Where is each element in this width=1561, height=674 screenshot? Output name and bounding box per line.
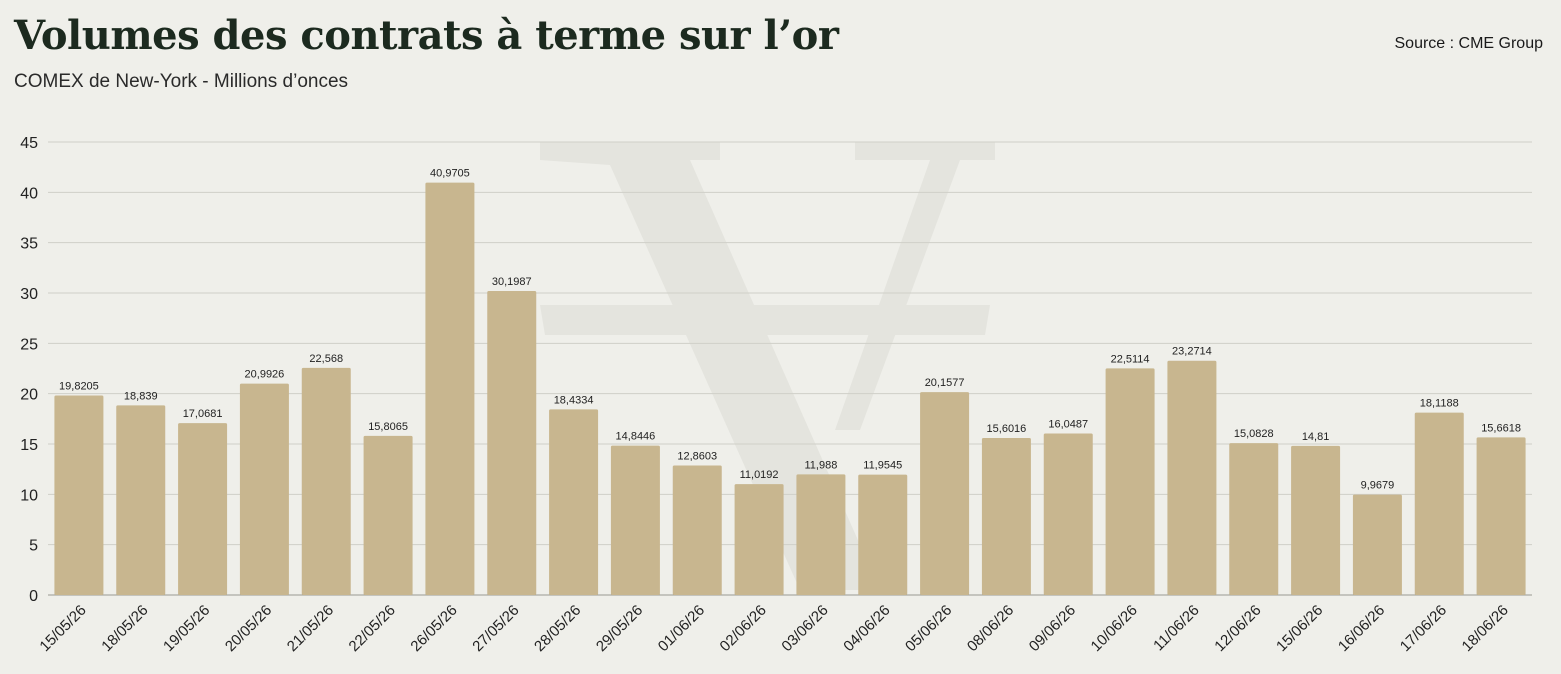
x-tick-label: 26/05/26 <box>407 602 460 655</box>
x-tick-label: 27/05/26 <box>469 602 522 655</box>
x-tick-label: 28/05/26 <box>531 602 584 655</box>
y-tick-label: 25 <box>20 336 38 353</box>
x-tick-label: 18/05/26 <box>98 602 151 655</box>
x-tick-label: 19/05/26 <box>160 602 213 655</box>
data-label: 22,5114 <box>1111 353 1150 365</box>
y-tick-label: 5 <box>29 538 38 555</box>
data-label: 12,8603 <box>677 451 717 463</box>
x-tick-label: 16/06/26 <box>1335 602 1388 655</box>
x-tick-label: 22/05/26 <box>346 602 399 655</box>
bar <box>549 409 599 595</box>
x-tick-label: 05/06/26 <box>902 602 955 655</box>
bar <box>1167 360 1217 595</box>
bar <box>734 484 784 595</box>
x-tick-label: 12/06/26 <box>1211 602 1264 655</box>
bar <box>116 405 166 595</box>
bar <box>920 392 970 595</box>
bar <box>981 437 1031 595</box>
bar <box>487 290 537 595</box>
data-label: 23,2714 <box>1172 346 1212 358</box>
bar <box>239 383 289 595</box>
bar <box>1229 443 1279 595</box>
x-tick-label: 08/06/26 <box>964 602 1017 655</box>
y-tick-label: 40 <box>20 185 38 202</box>
x-tick-label: 18/06/26 <box>1459 602 1512 655</box>
x-tick-label: 15/05/26 <box>36 602 89 655</box>
bar <box>1352 494 1402 595</box>
x-tick-label: 01/06/26 <box>655 602 708 655</box>
x-tick-label: 20/05/26 <box>222 602 275 655</box>
data-label: 18,1188 <box>1420 398 1459 410</box>
bar <box>54 395 104 595</box>
bar <box>301 367 351 595</box>
watermark-shape-right <box>835 142 995 430</box>
data-label: 18,4334 <box>554 394 594 406</box>
data-label: 20,1577 <box>925 377 965 389</box>
data-label: 11,0192 <box>740 469 779 481</box>
gridlines <box>48 141 1532 596</box>
data-label: 14,8446 <box>616 431 656 443</box>
x-tick-label: 21/05/26 <box>284 602 337 655</box>
x-tick-label: 02/06/26 <box>717 602 770 655</box>
data-label: 22,568 <box>309 353 343 365</box>
bar <box>858 474 908 595</box>
chart-title: Volumes des contrats à terme sur l’or <box>14 12 839 59</box>
bar <box>1414 412 1464 595</box>
x-tick-label: 11/06/26 <box>1150 602 1203 655</box>
y-tick-label: 20 <box>20 387 38 404</box>
data-label: 16,0487 <box>1048 418 1088 430</box>
x-tick-label: 04/06/26 <box>840 602 893 655</box>
y-tick-label: 35 <box>20 236 38 253</box>
data-label: 11,988 <box>805 459 838 471</box>
bar <box>425 182 475 595</box>
bar <box>363 435 413 595</box>
data-label: 17,0681 <box>183 408 223 420</box>
bar <box>796 474 846 595</box>
y-tick-label: 10 <box>20 487 38 504</box>
y-tick-label: 45 <box>20 135 38 152</box>
data-label: 15,6618 <box>1481 422 1521 434</box>
watermark-logo <box>540 142 995 590</box>
source-note: Source : CME Group <box>1394 35 1544 52</box>
bar <box>178 423 228 595</box>
data-label: 18,839 <box>124 390 158 402</box>
bar <box>672 465 722 595</box>
x-tick-label: 17/06/26 <box>1397 602 1450 655</box>
data-label: 11,9545 <box>863 460 902 472</box>
data-label: 15,6016 <box>987 423 1027 435</box>
bar <box>610 445 660 595</box>
x-axis: 15/05/26 18/05/26 19/05/26 20/05/26 21/05/26… <box>36 602 1511 655</box>
data-label: 15,8065 <box>368 421 408 433</box>
x-tick-label: 09/06/26 <box>1026 602 1079 655</box>
data-label: 14,81 <box>1302 431 1330 443</box>
data-label: 20,9926 <box>245 369 285 381</box>
bar <box>1291 445 1341 595</box>
watermark-bar <box>540 305 990 335</box>
y-tick-label: 0 <box>29 588 38 605</box>
x-tick-label: 10/06/26 <box>1088 602 1141 655</box>
chart-subtitle: COMEX de New-York - Millions d’onces <box>14 71 349 92</box>
bar <box>1043 433 1093 595</box>
data-label: 9,9679 <box>1361 480 1395 492</box>
watermark-shape-left <box>540 142 880 590</box>
data-labels: 19,8205 18,839 17,0681 20,9926 22,568 15,8065… <box>59 168 1521 492</box>
bar <box>1105 368 1155 595</box>
y-axis: 0 5 10 15 20 25 30 35 40 45 <box>20 135 38 605</box>
x-tick-label: 15/06/26 <box>1273 602 1326 655</box>
x-tick-label: 29/05/26 <box>593 602 646 655</box>
y-tick-label: 30 <box>20 286 38 303</box>
bars <box>54 182 1526 595</box>
data-label: 40,9705 <box>430 168 470 180</box>
y-tick-label: 15 <box>20 437 38 454</box>
data-label: 19,8205 <box>59 380 99 392</box>
bar <box>1476 437 1526 595</box>
x-tick-label: 03/06/26 <box>778 602 831 655</box>
data-label: 30,1987 <box>492 276 532 288</box>
data-label: 15,0828 <box>1234 428 1274 440</box>
